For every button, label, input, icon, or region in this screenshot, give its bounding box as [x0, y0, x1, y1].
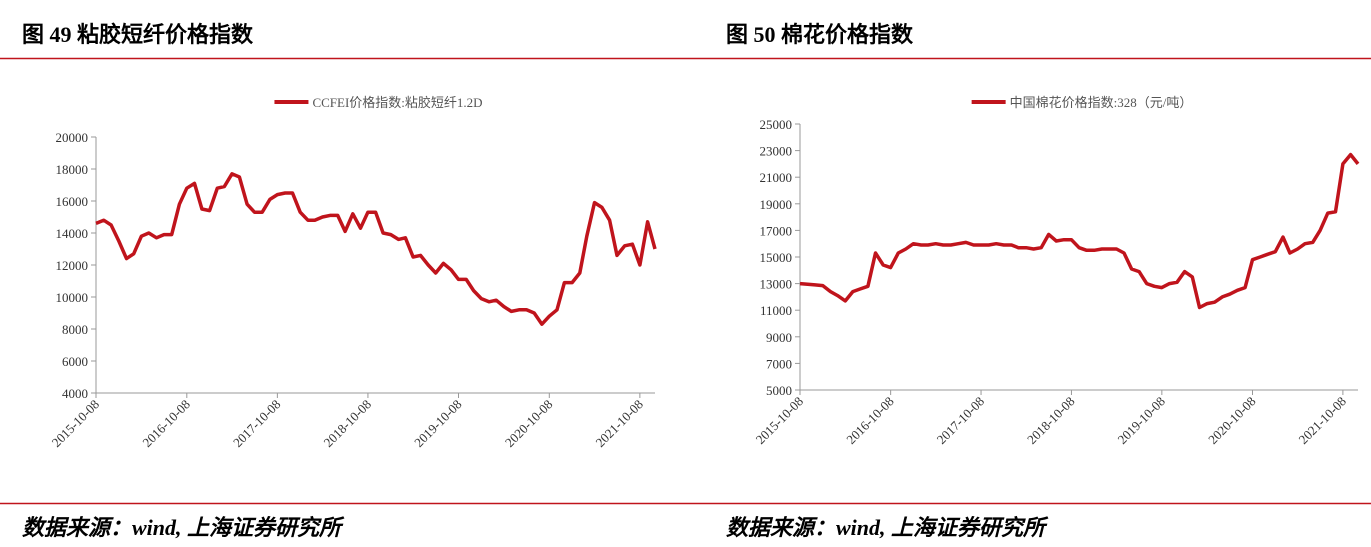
y-tick-label: 19000 [760, 197, 793, 212]
y-tick-label: 9000 [766, 330, 792, 345]
y-tick-label: 23000 [760, 144, 793, 159]
y-tick-label: 16000 [56, 194, 89, 209]
x-tick-label: 2017-10-08 [934, 394, 988, 448]
line-series [799, 152, 1360, 310]
x-tick-label: 2021-10-08 [592, 397, 646, 451]
x-tick-label: 2017-10-08 [230, 397, 284, 451]
y-tick-label: 17000 [760, 223, 793, 238]
y-tick-label: 4000 [62, 386, 88, 401]
legend: CCFEI价格指数:粘胶短纤1.2D [274, 95, 483, 110]
y-tick-label: 25000 [760, 117, 793, 132]
y-tick-label: 13000 [760, 277, 793, 292]
x-tick-label: 2020-10-08 [502, 397, 556, 451]
y-tick-label: 21000 [760, 170, 793, 185]
y-tick-label: 10000 [56, 290, 89, 305]
x-tick-label: 2016-10-08 [139, 397, 193, 451]
y-tick-label: 18000 [56, 162, 89, 177]
legend: 中国棉花价格指数:328（元/吨） [971, 95, 1193, 110]
legend-label: CCFEI价格指数:粘胶短纤1.2D [312, 95, 482, 110]
y-tick-label: 15000 [760, 250, 793, 265]
chart-title: 图 50 棉花价格指数 [726, 22, 914, 47]
line-series [95, 172, 657, 326]
x-tick-label: 2018-10-08 [1024, 394, 1078, 448]
x-tick-label: 2019-10-08 [1114, 394, 1168, 448]
source-note: 数据来源：wind, 上海证券研究所 [22, 515, 345, 540]
y-tick-label: 11000 [760, 303, 792, 318]
x-tick-label: 2015-10-08 [49, 397, 103, 451]
x-tick-label: 2018-10-08 [321, 397, 375, 451]
y-tick-label: 8000 [62, 322, 88, 337]
source-note: 数据来源：wind, 上海证券研究所 [726, 515, 1049, 540]
y-tick-label: 7000 [766, 356, 792, 371]
x-tick-label: 2019-10-08 [411, 397, 465, 451]
y-tick-label: 5000 [766, 383, 792, 398]
y-tick-label: 12000 [56, 258, 89, 273]
x-tick-label: 2015-10-08 [753, 394, 807, 448]
y-tick-label: 6000 [62, 354, 88, 369]
y-tick-label: 20000 [56, 130, 89, 145]
x-tick-label: 2016-10-08 [843, 394, 897, 448]
y-tick-label: 14000 [56, 226, 89, 241]
legend-label: 中国棉花价格指数:328（元/吨） [1010, 95, 1193, 110]
chart-title: 图 49 粘胶短纤价格指数 [22, 22, 254, 47]
x-tick-label: 2020-10-08 [1205, 394, 1259, 448]
x-tick-label: 2021-10-08 [1296, 394, 1350, 448]
